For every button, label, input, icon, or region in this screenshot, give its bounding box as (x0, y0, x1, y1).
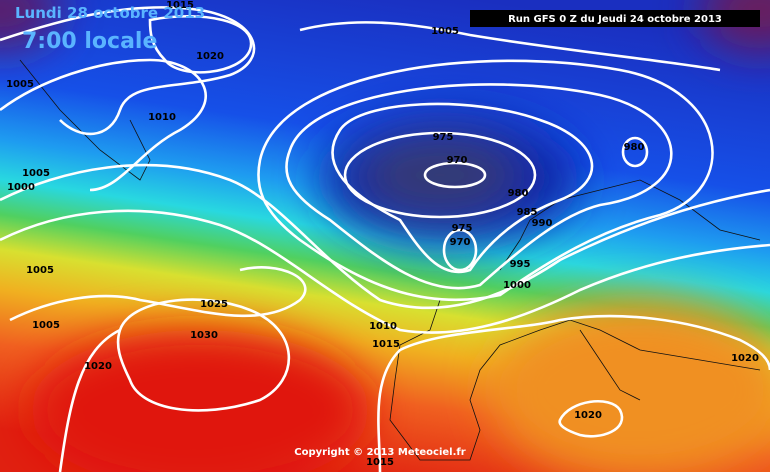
isobar-label: 1000 (503, 280, 531, 291)
isobar-label: 970 (447, 155, 468, 166)
isobar-label: 1025 (200, 299, 228, 310)
coastline (499, 179, 761, 271)
date-title: Lundi 28 octobre 2013 (15, 4, 205, 22)
isobar (423, 161, 487, 189)
isobar (331, 102, 594, 274)
isobar-label: 975 (452, 223, 473, 234)
isobar-label: 1015 (166, 0, 194, 11)
isobar-label: 1010 (148, 112, 176, 123)
isobar (9, 266, 307, 322)
isobar-label: 970 (450, 237, 471, 248)
copyright: Copyright © 2013 Meteociel.fr (294, 447, 465, 458)
isobar (257, 59, 714, 302)
isobar-label: 1010 (369, 321, 397, 332)
isobar-label: 995 (510, 259, 531, 270)
isobar (285, 83, 673, 290)
isobar-label: 1000 (7, 182, 35, 193)
isobar (148, 14, 253, 74)
isobar (558, 400, 624, 438)
time-title: 7:00 locale (22, 29, 157, 54)
coastline (579, 329, 641, 401)
isobar (442, 228, 478, 272)
isobar-label: 975 (433, 132, 454, 143)
isobar-label: 1020 (196, 51, 224, 62)
isobar (116, 298, 291, 412)
isobar (343, 131, 537, 219)
run-banner (470, 10, 760, 27)
isobar-labels: 1015 1005 1020 1005 1010 975 970 980 1005 1000 980… (6, 0, 759, 468)
isobar (58, 328, 121, 472)
isobar-label: 990 (532, 218, 553, 229)
isobar-label: 1020 (574, 410, 602, 421)
isobar (621, 136, 649, 168)
isobar (0, 163, 770, 310)
isobar-label: 1020 (731, 353, 759, 364)
isobar-label: 980 (508, 188, 529, 199)
isobar-label: 1005 (32, 320, 60, 331)
low-core (360, 135, 520, 215)
corner-field (0, 0, 60, 50)
isobar-label: 1005 (26, 265, 54, 276)
isobar-label: 1015 (366, 457, 394, 468)
isobar (377, 314, 770, 472)
isobars (0, 6, 770, 472)
isobar-label: 980 (624, 142, 645, 153)
high-core (30, 330, 370, 472)
isobar-label: 1030 (190, 330, 218, 341)
isobar-label: 1005 (6, 79, 34, 90)
isobar (299, 21, 721, 72)
run-info: Run GFS 0 Z du Jeudi 24 octobre 2013 (508, 14, 722, 25)
isobar-label: 1005 (431, 26, 459, 37)
isobar (0, 58, 207, 192)
isobar (0, 209, 770, 334)
isobar-label: 1020 (84, 361, 112, 372)
isobar (0, 6, 256, 136)
isobar-label: 1005 (22, 168, 50, 179)
isobar-label: 985 (517, 207, 538, 218)
isobar-label: 1015 (372, 339, 400, 350)
high-field (490, 300, 770, 472)
coastline (389, 299, 761, 461)
